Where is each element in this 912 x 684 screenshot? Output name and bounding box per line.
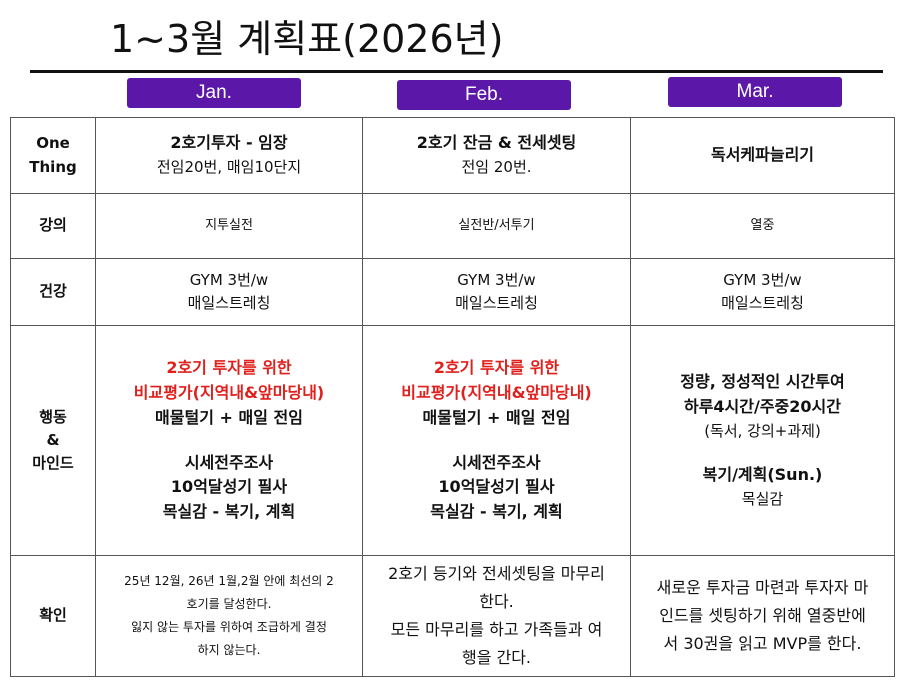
spacer bbox=[367, 431, 626, 451]
cell-line: 호기를 달성한다. bbox=[186, 597, 272, 612]
cell-line: 독서케파늘리기 bbox=[710, 145, 815, 165]
cell-line: 하루4시간/주중20시간 bbox=[683, 396, 841, 416]
cell-line: 2호기 잔금 & 전세셋팅 bbox=[416, 133, 577, 153]
cell-line: 2호기 투자를 위한 bbox=[166, 358, 292, 378]
cell-line: 매일스트레칭 bbox=[721, 294, 804, 312]
table-row-health: 건강 GYM 3번/w 매일스트레칭 GYM 3번/w 매일스트레칭 GYM 3번/w 매일… bbox=[10, 258, 895, 326]
cell-line: 지투실전 bbox=[205, 217, 253, 233]
cell-line: GYM 3번/w bbox=[723, 270, 802, 289]
month-header-feb: Feb. bbox=[397, 80, 571, 110]
row-label: 행동 & 마인드 bbox=[10, 325, 96, 556]
title-divider bbox=[30, 70, 883, 73]
cell-line: 한다. bbox=[479, 592, 514, 611]
cell-jan: 지투실전 bbox=[95, 193, 363, 259]
cell-line: 2호기 등기와 전세셋팅을 마무리 bbox=[388, 564, 605, 583]
cell-jan: 25년 12월, 26년 1월,2월 안에 최선의 2 호기를 달성한다. 잃지 않… bbox=[95, 555, 363, 677]
table-row-lecture: 강의 지투실전 실전반/서투기 열중 bbox=[10, 193, 895, 259]
cell-line: 목실감 bbox=[741, 489, 784, 508]
cell-line: 행을 간다. bbox=[461, 648, 532, 667]
cell-line: 매물털기 + 매일 전임 bbox=[422, 407, 571, 427]
row-label-text: 행동 bbox=[39, 407, 67, 426]
cell-line: 비교평가(지역내&앞마당내) bbox=[133, 382, 325, 402]
month-header-mar: Mar. bbox=[668, 77, 842, 107]
cell-line: 목실감 - 복기, 계획 bbox=[430, 502, 563, 522]
row-label-text: 확인 bbox=[39, 606, 67, 625]
row-label-text: 강의 bbox=[39, 216, 67, 235]
cell-line: 새로운 투자금 마련과 투자자 마 bbox=[656, 578, 869, 597]
month-header-jan: Jan. bbox=[127, 78, 301, 108]
cell-mar: 독서케파늘리기 bbox=[630, 117, 895, 194]
cell-mar: 열중 bbox=[630, 193, 895, 259]
cell-line: 2호기투자 - 임장 bbox=[170, 133, 288, 153]
cell-line: GYM 3번/w bbox=[189, 270, 269, 289]
cell-line: 실전반/서투기 bbox=[458, 217, 535, 233]
cell-line: 하지 않는다. bbox=[197, 642, 261, 657]
cell-line: 복기/계획(Sun.) bbox=[702, 464, 823, 484]
spacer bbox=[635, 443, 890, 463]
cell-line: 인드를 셋팅하기 위해 열중반에 bbox=[659, 606, 866, 625]
row-label-text: 건강 bbox=[39, 282, 67, 301]
cell-line: 비교평가(지역내&앞마당내) bbox=[401, 382, 592, 402]
table-row-one-thing: One Thing 2호기투자 - 임장 전임20번, 매임10단지 2호기 잔금 & … bbox=[10, 117, 895, 194]
cell-line: 전임20번, 매임10단지 bbox=[156, 158, 302, 177]
row-label-text: 마인드 bbox=[32, 454, 74, 473]
cell-line: GYM 3번/w bbox=[457, 270, 536, 289]
cell-line: 잃지 않는 투자를 위하여 조급하게 결정 bbox=[131, 620, 327, 634]
cell-feb: GYM 3번/w 매일스트레칭 bbox=[362, 258, 631, 326]
cell-mar: GYM 3번/w 매일스트레칭 bbox=[630, 258, 895, 326]
cell-line: 서 30권을 읽고 MVP를 한다. bbox=[663, 634, 862, 653]
cell-line: 25년 12월, 26년 1월,2월 안에 최선의 2 bbox=[124, 574, 334, 589]
cell-line: 전임 20번. bbox=[461, 158, 532, 177]
cell-feb: 실전반/서투기 bbox=[362, 193, 631, 259]
cell-line: 목실감 - 복기, 계획 bbox=[162, 502, 296, 522]
row-label-text: & bbox=[46, 430, 60, 449]
page-title: 1~3월 계획표(2026년) bbox=[110, 17, 504, 61]
row-label: One Thing bbox=[10, 117, 96, 194]
cell-line: 10억달성기 필사 bbox=[438, 477, 555, 497]
row-label: 건강 bbox=[10, 258, 96, 326]
table-row-confirm: 확인 25년 12월, 26년 1월,2월 안에 최선의 2 호기를 달성한다. 잃지… bbox=[10, 555, 895, 677]
cell-line: 매물털기 + 매일 전임 bbox=[155, 407, 303, 427]
row-label-text: Thing bbox=[29, 157, 77, 176]
cell-line: 2호기 투자를 위한 bbox=[433, 358, 560, 378]
cell-line: 10억달성기 필사 bbox=[170, 477, 288, 497]
row-label: 강의 bbox=[10, 193, 96, 259]
cell-line: 매일스트레칭 bbox=[455, 294, 538, 312]
cell-line: 정량, 정성적인 시간투여 bbox=[680, 372, 845, 392]
cell-line: 매일스트레칭 bbox=[187, 294, 271, 312]
cell-jan: GYM 3번/w 매일스트레칭 bbox=[95, 258, 363, 326]
plan-table: One Thing 2호기투자 - 임장 전임20번, 매임10단지 2호기 잔금 & … bbox=[10, 117, 895, 677]
cell-line: 시세전주조사 bbox=[452, 452, 541, 472]
row-label-text: One bbox=[36, 134, 70, 153]
spacer bbox=[100, 431, 358, 451]
cell-line: 시세전주조사 bbox=[184, 452, 274, 472]
cell-line: 열중 bbox=[750, 217, 775, 233]
cell-line: (독서, 강의+과제) bbox=[704, 421, 821, 440]
row-label: 확인 bbox=[10, 555, 96, 677]
cell-line: 모든 마무리를 하고 가족들과 여 bbox=[390, 620, 603, 639]
